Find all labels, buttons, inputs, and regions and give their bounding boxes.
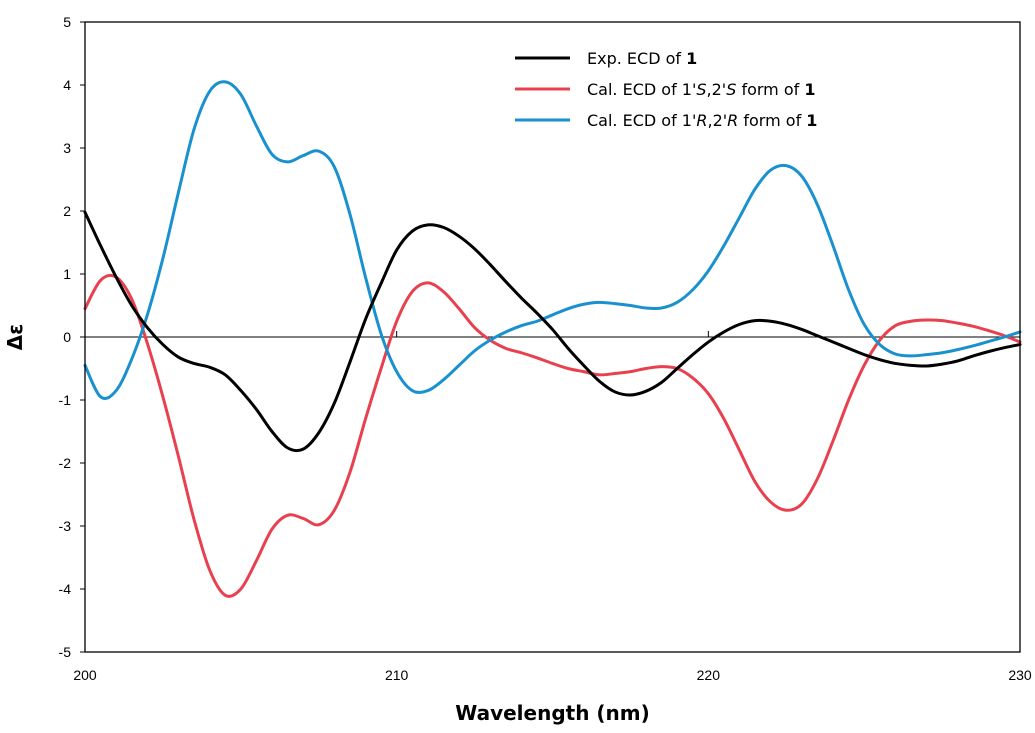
y-tick-label: -1	[59, 392, 72, 408]
y-tick-label: -5	[59, 644, 72, 660]
legend-label: Exp. ECD of 1	[587, 49, 697, 68]
y-tick-label: 1	[63, 266, 71, 282]
series-line-2	[83, 273, 1022, 598]
x-tick-label: 210	[385, 667, 409, 683]
y-tick-label: -3	[59, 518, 72, 534]
legend-label: Cal. ECD of 1'S,2'S form of 1	[587, 80, 815, 99]
plot-area-frame	[84, 21, 1021, 653]
y-tick-label: 4	[63, 77, 71, 93]
x-axis-ticks: 200 210 220 230	[73, 331, 1032, 683]
y-tick-label: 0	[63, 329, 71, 345]
series-lines	[83, 80, 1022, 598]
y-tick-label: 2	[63, 203, 71, 219]
series-line-1	[83, 210, 1022, 453]
legend-label: Cal. ECD of 1'R,2'R form of 1	[587, 111, 817, 130]
x-tick-label: 230	[1008, 667, 1032, 683]
y-tick-label: 3	[63, 140, 71, 156]
x-axis-title: Wavelength (nm)	[455, 701, 650, 725]
x-tick-label: 220	[697, 667, 721, 683]
series-line-3	[83, 80, 1022, 401]
x-tick-label: 200	[73, 667, 97, 683]
legend: Exp. ECD of 1 Cal. ECD of 1'S,2'S form of…	[515, 49, 817, 130]
y-tick-label: -2	[59, 455, 72, 471]
y-axis-ticks: 5 4 3 2 1 0 -1 -2 -3 -4 -5	[59, 14, 85, 660]
y-tick-label: -4	[59, 581, 72, 597]
y-tick-label: 5	[63, 14, 71, 30]
y-axis-title: Δε	[3, 324, 27, 351]
